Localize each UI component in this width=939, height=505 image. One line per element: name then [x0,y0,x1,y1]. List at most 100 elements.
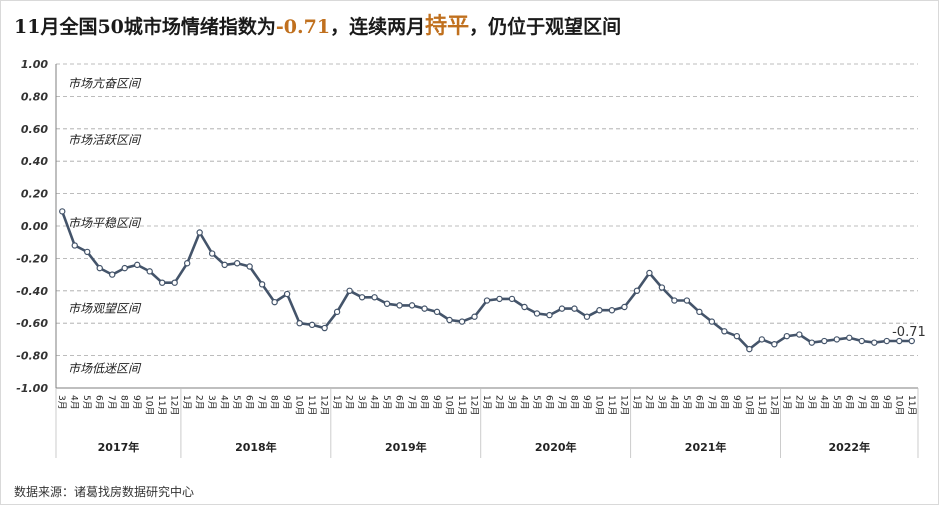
x-tick-label: 10月 [144,395,155,415]
x-tick-label: 12月 [618,395,629,415]
data-point [771,341,778,348]
data-point [396,302,403,309]
x-tick-label: 5月 [381,395,392,410]
x-tick-label: 3月 [806,395,817,410]
y-tick-label: 0.80 [21,90,48,103]
data-point [321,324,328,332]
x-tick-label: 1月 [181,395,192,410]
zone-label: 市场亢奋区间 [68,76,142,90]
x-tick-label: 3月 [656,395,667,410]
x-tick-label: 7月 [406,395,417,410]
data-point [84,248,91,256]
data-point [821,337,828,345]
x-tick-label: 4月 [219,395,230,410]
title-emph: 持平 [425,13,470,39]
series-line [60,210,912,351]
zone-label: 市场平稳区间 [68,216,142,230]
y-tick-label: -0.80 [16,350,48,363]
data-point [458,318,466,325]
data-point [758,336,766,343]
x-tick-label: 11月 [306,395,317,415]
zone-label: 市场活跃区间 [68,133,142,147]
data-point [733,332,741,340]
x-tick-label: 4月 [668,395,679,410]
x-tick-label: 7月 [106,395,117,410]
x-tick-label: 6月 [843,395,854,410]
data-point [546,311,553,319]
data-point [746,345,753,353]
y-tick-label: 0.40 [21,155,48,168]
x-tick-label: 10月 [593,395,604,415]
data-point [496,295,503,303]
data-point [633,287,641,294]
x-tick-label: 6月 [94,395,105,410]
x-tick-label: 5月 [531,395,542,410]
data-point [221,261,228,269]
data-point [621,303,628,311]
x-tick-label: 7月 [856,395,867,410]
data-point [596,307,603,314]
x-tick-label: 1月 [781,395,792,410]
x-tick-label: 11月 [156,395,167,415]
data-point [333,308,341,316]
x-tick-label: 12月 [169,395,180,415]
data-point [871,339,878,346]
x-tick-label: 1月 [481,395,492,410]
data-point [246,263,253,270]
y-tick-label: 0.00 [21,220,48,233]
data-point [571,305,578,312]
x-tick-label: 6月 [543,395,554,410]
x-tick-label: 10月 [294,395,305,415]
x-tick-label: 5月 [681,395,692,410]
x-tick-label: 9月 [131,395,142,410]
x-tick-label: 10月 [743,395,754,415]
data-point [696,308,703,316]
x-tick-label: 2月 [643,395,654,410]
y-tick-label: 1.00 [21,58,48,71]
data-point [371,294,378,301]
x-tick-label: 10月 [893,395,904,415]
title-part3: ，仍位于观望区间 [469,16,622,38]
x-tick-label: 9月 [581,395,592,410]
data-point [521,303,528,311]
data-point [308,321,316,329]
data-point [383,300,391,307]
x-tick-label: 4月 [69,395,80,410]
x-tick-label: 9月 [731,395,742,410]
x-tick-label: 8月 [419,395,430,410]
data-point [171,279,178,286]
data-point [258,281,266,288]
data-point [671,297,678,304]
data-point [96,264,103,272]
x-tick-label: 6月 [693,395,704,410]
data-point [683,297,691,304]
year-label: 2017年 [98,440,140,454]
data-point [71,242,78,249]
data-point [483,297,491,304]
x-tick-label: 3月 [356,395,367,410]
x-tick-label: 11月 [756,395,767,415]
x-tick-label: 4月 [818,395,829,410]
data-point [158,279,166,286]
title-part1: 11月全国50城市场情绪指数为 [14,16,276,38]
data-point [808,339,816,346]
title-part2: ，连续两月 [330,16,426,38]
year-label: 2022年 [828,440,870,454]
x-tick-label: 8月 [868,395,879,410]
x-tick-label: 2月 [344,395,355,410]
x-tick-label: 2月 [793,395,804,410]
data-point [471,313,478,320]
data-point [433,308,441,316]
x-tick-label: 6月 [394,395,405,410]
x-tick-label: 7月 [256,395,267,410]
y-tick-label: -1.00 [16,382,48,395]
year-label: 2018年 [235,440,277,454]
x-tick-label: 11月 [906,395,917,415]
y-tick-label: -0.40 [16,285,48,298]
year-label: 2020年 [535,440,577,454]
x-tick-label: 9月 [281,395,292,410]
data-point [833,336,840,343]
data-point [233,260,241,267]
x-tick-label: 10月 [444,395,455,415]
data-point [646,269,653,277]
